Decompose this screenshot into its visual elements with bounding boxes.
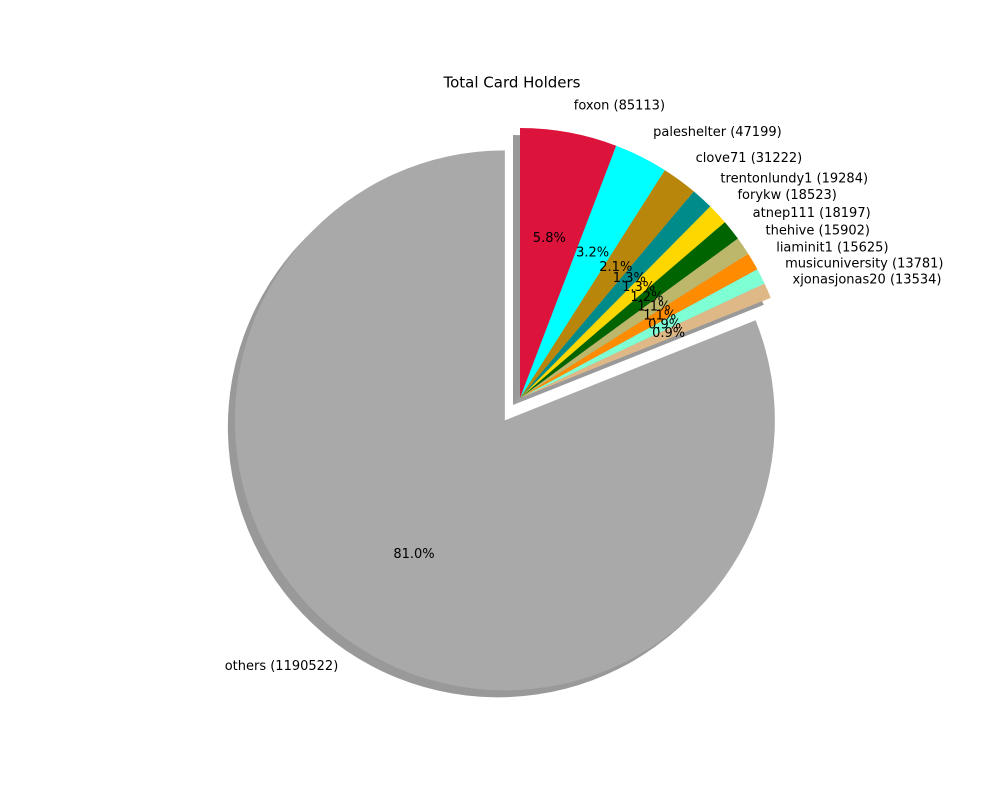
percent-label: 1.1% [643,309,676,324]
chart-title: Total Card Holders [442,74,580,92]
percent-label: 0.9% [648,318,681,333]
percent-label: 3.2% [576,246,609,261]
wedge [520,238,749,398]
slice-label: foxon (85113) [574,98,665,113]
wedge [520,206,725,398]
percent-label: 1.2% [630,290,663,305]
wedge [520,170,694,398]
wedge [520,269,765,398]
wedge [520,253,758,398]
wedge [520,283,771,398]
percent-label: 1.1% [637,299,670,314]
slice-label: musicuniversity (13781) [785,257,943,272]
percent-label: 81.0% [393,547,434,562]
percent-label: 5.8% [533,231,566,246]
percent-label: 2.1% [599,260,632,275]
slice-label: others (1190522) [225,659,339,674]
slice-label: clove71 (31222) [696,151,803,166]
slice-label: forykw (18523) [737,188,836,203]
slice-label: trentonlundy1 (19284) [720,171,868,186]
percent-label: 1.3% [613,271,646,286]
wedge [520,128,617,398]
slice-label: xjonasjonas20 (13534) [793,272,942,287]
percent-label: 1.3% [622,280,655,295]
slice-label: atnep111 (18197) [753,206,871,221]
percent-label: 0.9% [652,326,685,341]
wedge [520,222,738,398]
slice-label: liaminit1 (15625) [776,240,888,255]
wedge [234,150,775,691]
wedge [520,191,711,398]
wedge [520,145,665,398]
slice-label: thehive (15902) [766,223,871,238]
slice-label: paleshelter (47199) [653,125,782,140]
